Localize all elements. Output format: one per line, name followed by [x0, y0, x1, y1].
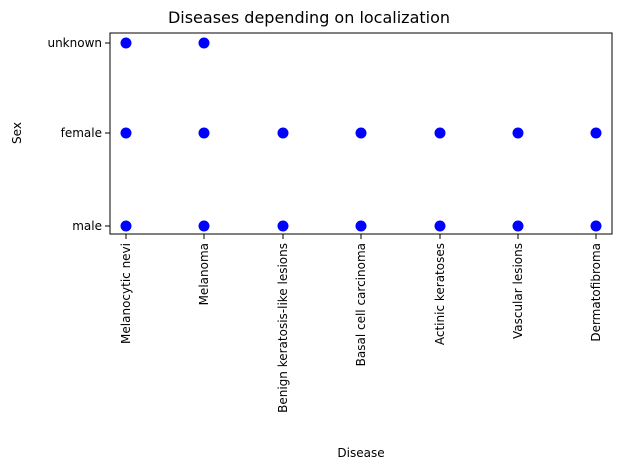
data-point-dermatofibroma-male	[590, 220, 602, 232]
x-tick-label-vascular-lesions: Vascular lesions	[511, 243, 525, 339]
data-point-vascular-lesions-female	[512, 127, 524, 139]
x-axis-label: Disease	[337, 446, 384, 460]
data-point-melanocytic-nevi-unknown	[120, 37, 132, 49]
data-point-benign-keratosis-like-lesions-female	[277, 127, 289, 139]
data-point-basal-cell-carcinoma-female	[355, 127, 367, 139]
data-point-melanocytic-nevi-female	[120, 127, 132, 139]
y-tick-label-unknown: unknown	[47, 36, 102, 50]
y-axis-label: Sex	[10, 122, 24, 144]
x-tick-label-basal-cell-carcinoma: Basal cell carcinoma	[354, 243, 368, 366]
data-point-benign-keratosis-like-lesions-male	[277, 220, 289, 232]
y-tick-label-male: male	[72, 219, 102, 233]
data-point-dermatofibroma-female	[590, 127, 602, 139]
x-tick-label-actinic-keratoses: Actinic keratoses	[433, 243, 447, 345]
data-point-actinic-keratoses-male	[434, 220, 446, 232]
data-point-melanocytic-nevi-male	[120, 220, 132, 232]
x-axis-ticks: Melanocytic nevi Melanoma Benign keratosis…	[119, 234, 603, 413]
data-point-actinic-keratoses-female	[434, 127, 446, 139]
data-points	[120, 37, 602, 232]
y-axis-ticks: male female unknown	[47, 36, 110, 233]
data-point-vascular-lesions-male	[512, 220, 524, 232]
x-tick-label-melanoma: Melanoma	[197, 243, 211, 305]
x-tick-label-melanocytic-nevi: Melanocytic nevi	[119, 243, 133, 344]
y-tick-label-female: female	[61, 126, 102, 140]
data-point-melanoma-female	[198, 127, 210, 139]
data-point-melanoma-unknown	[198, 37, 210, 49]
data-point-melanoma-male	[198, 220, 210, 232]
chart-title: Diseases depending on localization	[168, 8, 450, 27]
x-tick-label-benign-keratosis-like-lesions: Benign keratosis-like lesions	[276, 243, 290, 413]
x-tick-label-dermatofibroma: Dermatofibroma	[589, 243, 603, 342]
data-point-basal-cell-carcinoma-male	[355, 220, 367, 232]
